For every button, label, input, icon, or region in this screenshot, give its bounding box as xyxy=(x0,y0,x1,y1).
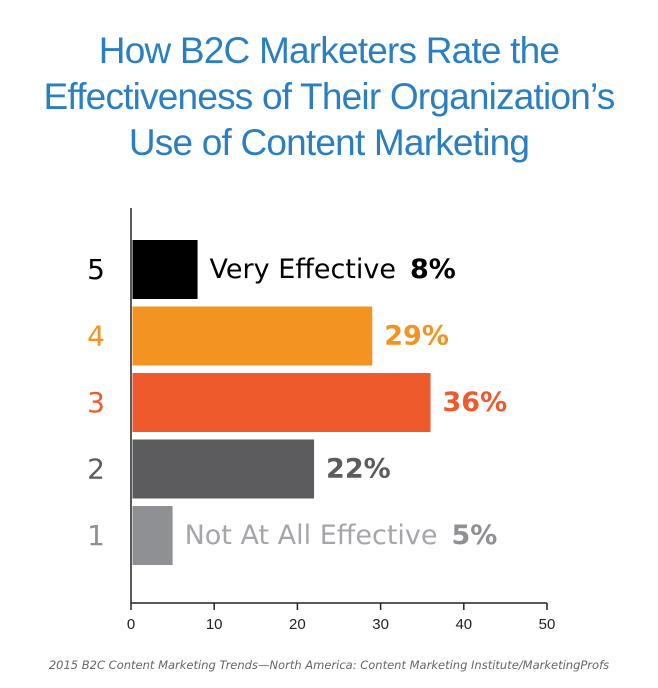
value-label-1: 5% xyxy=(452,520,498,551)
category-label-2: 2 xyxy=(87,453,105,486)
title-line-3: Use of Content Marketing xyxy=(128,122,530,163)
value-label-3: 36% xyxy=(443,387,508,418)
bar-5 xyxy=(132,240,198,299)
title-line-1: How B2C Marketers Rate the xyxy=(98,30,560,71)
category-label-4: 4 xyxy=(87,320,105,353)
bar-1 xyxy=(132,506,173,565)
inline-label-1: Not At All Effective xyxy=(185,520,438,551)
chart-title: How B2C Marketers Rate the Effectiveness… xyxy=(0,28,658,166)
bar-4 xyxy=(132,306,373,366)
inline-label-5: Very Effective xyxy=(210,254,396,285)
category-label-3: 3 xyxy=(87,386,105,419)
bars-layer: 5 Very Effective 8% 4 29% 3 36% 2 22% 1 Not At All… xyxy=(87,240,507,565)
value-label-5: 8% xyxy=(410,254,456,285)
category-label-1: 1 xyxy=(87,519,105,552)
x-tick-label-40: 40 xyxy=(455,616,472,633)
bar-3 xyxy=(132,373,431,432)
bar-2 xyxy=(132,439,315,499)
value-label-4: 29% xyxy=(384,321,449,352)
value-label-2: 22% xyxy=(326,454,391,485)
x-tick-label-20: 20 xyxy=(289,616,306,633)
category-label-5: 5 xyxy=(87,253,105,286)
x-tick-label-10: 10 xyxy=(206,616,223,633)
x-tick-label-50: 50 xyxy=(539,616,556,633)
x-tick-label-30: 30 xyxy=(372,616,389,633)
title-line-2: Effectiveness of Their Organization’s xyxy=(43,76,616,117)
x-tick-label-0: 0 xyxy=(127,616,135,633)
source-caption: 2015 B2C Content Marketing Trends—North … xyxy=(48,658,610,672)
axis-layer: 0 10 20 30 40 50 xyxy=(127,208,556,633)
